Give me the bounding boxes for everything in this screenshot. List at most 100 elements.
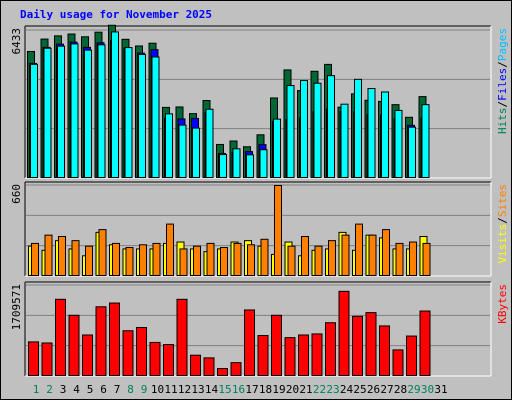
bar-kbytes-day-9 xyxy=(136,327,147,377)
x-label-day-9: 9 xyxy=(141,383,148,396)
bar-sites-day-25 xyxy=(355,223,363,277)
x-label-day-4: 4 xyxy=(73,383,80,396)
bar-sites-day-15 xyxy=(220,247,228,277)
bar-kbytes-day-22 xyxy=(311,333,323,377)
bar-sites-day-30 xyxy=(422,242,431,276)
bar-kbytes-day-17 xyxy=(244,309,255,376)
bar-kbytes-day-7 xyxy=(109,302,120,376)
bar-sites-day-19 xyxy=(274,185,282,276)
legend-item-files: Files xyxy=(496,68,509,101)
x-label-day-20: 20 xyxy=(286,383,299,396)
legend-hits-files-pages: Hits/Files/Pages xyxy=(496,28,509,134)
bar-pages-day-3 xyxy=(57,45,65,179)
x-label-day-7: 7 xyxy=(114,383,121,396)
bar-pages-day-23 xyxy=(327,75,335,178)
bar-sites-day-18 xyxy=(260,238,269,276)
x-label-day-19: 19 xyxy=(272,383,285,396)
chart-title: Daily usage for November 2025 xyxy=(20,8,213,21)
bar-sites-day-23 xyxy=(328,240,336,277)
x-label-day-27: 27 xyxy=(380,383,393,396)
bar-kbytes-day-28 xyxy=(392,349,404,376)
x-label-day-24: 24 xyxy=(340,383,354,396)
bar-pages-day-8 xyxy=(124,47,133,178)
bar-pages-day-27 xyxy=(381,91,389,178)
bar-pages-day-25 xyxy=(354,78,362,178)
x-label-day-10: 10 xyxy=(151,383,164,396)
x-label-day-21: 21 xyxy=(299,383,312,396)
bar-pages-day-4 xyxy=(70,43,79,178)
bar-kbytes-day-11 xyxy=(163,344,174,377)
bar-sites-day-24 xyxy=(341,234,350,277)
bar-pages-day-1 xyxy=(30,63,38,178)
bar-pages-day-5 xyxy=(84,49,92,178)
bar-pages-day-2 xyxy=(43,47,52,179)
bar-sites-day-3 xyxy=(58,236,66,276)
bar-kbytes-day-2 xyxy=(41,342,53,376)
bar-sites-day-10 xyxy=(152,242,161,276)
bar-pages-day-11 xyxy=(165,113,173,178)
bar-kbytes-day-26 xyxy=(365,312,377,377)
ymax-label-kbytes: 1709571 xyxy=(10,284,23,330)
bar-sites-day-26 xyxy=(368,234,377,277)
legend-item-kbytes: KBytes xyxy=(496,284,509,324)
bar-pages-day-24 xyxy=(340,103,349,178)
x-label-day-13: 13 xyxy=(191,383,204,396)
bar-pages-day-15 xyxy=(219,154,227,178)
bar-pages-day-10 xyxy=(151,56,160,178)
bar-kbytes-day-8 xyxy=(122,330,134,377)
x-label-day-22: 22 xyxy=(313,383,326,396)
bar-kbytes-day-15 xyxy=(217,368,228,376)
bar-pages-day-13 xyxy=(192,127,200,178)
bar-sites-day-4 xyxy=(71,240,80,277)
bar-kbytes-day-12 xyxy=(176,298,188,376)
x-label-day-25: 25 xyxy=(353,383,366,396)
bar-kbytes-day-25 xyxy=(352,315,363,376)
bar-pages-day-16 xyxy=(232,148,241,178)
bar-sites-day-8 xyxy=(125,247,134,277)
bar-kbytes-day-1 xyxy=(28,341,39,376)
legend-kbytes: KBytes xyxy=(496,284,509,324)
bar-pages-day-30 xyxy=(421,104,430,178)
bar-sites-day-12 xyxy=(179,248,188,276)
bar-kbytes-day-19 xyxy=(271,314,282,376)
x-label-day-17: 17 xyxy=(245,383,258,396)
bar-kbytes-day-4 xyxy=(68,314,80,376)
x-label-day-6: 6 xyxy=(100,383,107,396)
x-label-day-28: 28 xyxy=(394,383,407,396)
bar-sites-day-20 xyxy=(287,245,296,277)
bar-kbytes-day-3 xyxy=(55,298,66,376)
bar-kbytes-day-14 xyxy=(203,357,215,377)
x-label-day-14: 14 xyxy=(205,383,219,396)
bar-pages-day-22 xyxy=(313,82,322,178)
bar-sites-day-9 xyxy=(139,244,147,276)
bar-sites-day-1 xyxy=(31,242,39,276)
x-label-day-16: 16 xyxy=(232,383,245,396)
legend-item-hits: Hits xyxy=(496,108,509,135)
bar-pages-day-26 xyxy=(367,88,376,178)
bar-kbytes-day-6 xyxy=(95,306,107,376)
x-label-day-5: 5 xyxy=(87,383,94,396)
bar-kbytes-day-10 xyxy=(149,341,161,377)
x-label-day-12: 12 xyxy=(178,383,191,396)
bar-sites-day-16 xyxy=(233,242,242,276)
x-label-day-30: 30 xyxy=(421,383,434,396)
legend-visits-sites: Visits/Sites xyxy=(496,184,509,264)
bar-pages-day-18 xyxy=(259,149,268,179)
bar-pages-day-28 xyxy=(394,109,403,178)
bar-pages-day-6 xyxy=(97,44,106,178)
x-label-day-31: 31 xyxy=(434,383,447,396)
bar-pages-day-21 xyxy=(300,79,308,178)
bar-sites-day-17 xyxy=(247,244,255,276)
ymax-label-visits-sites: 660 xyxy=(10,184,23,204)
legend-item-visits: Visits xyxy=(496,224,509,264)
x-label-day-11: 11 xyxy=(164,383,177,396)
bar-kbytes-day-27 xyxy=(379,325,390,377)
x-label-day-15: 15 xyxy=(218,383,231,396)
bar-sites-day-28 xyxy=(395,242,404,276)
bar-kbytes-day-24 xyxy=(338,290,350,376)
bar-sites-day-27 xyxy=(382,229,390,277)
bar-sites-day-14 xyxy=(206,242,215,276)
x-label-day-2: 2 xyxy=(46,383,53,396)
